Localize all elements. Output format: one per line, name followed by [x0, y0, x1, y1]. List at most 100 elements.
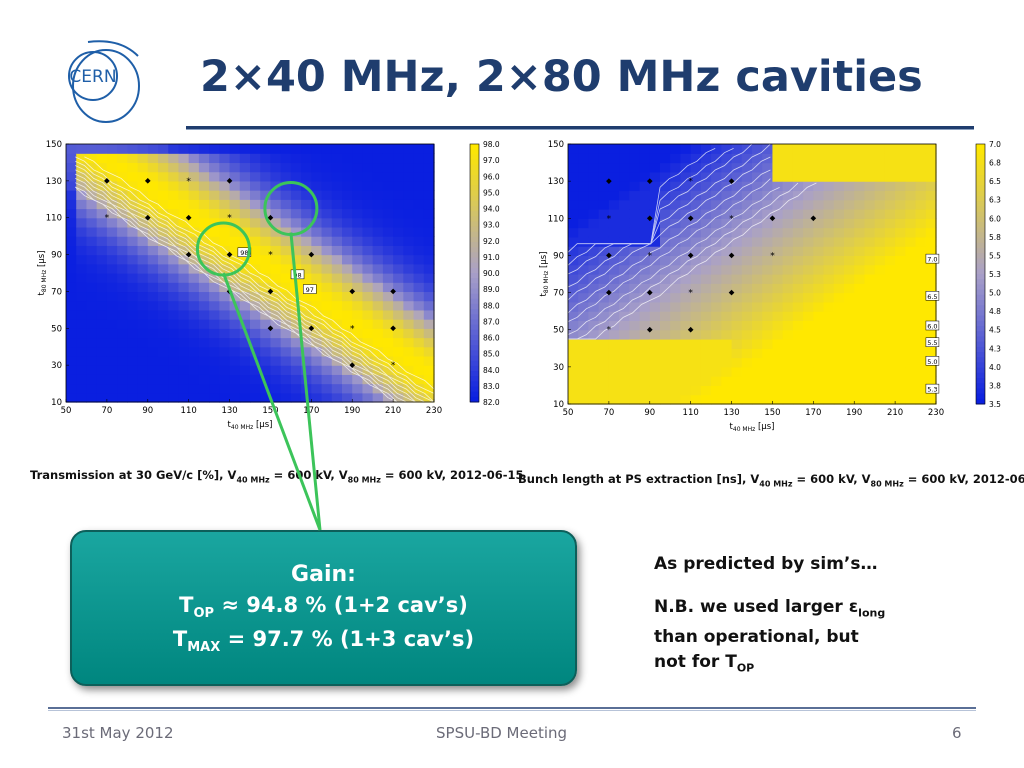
heatmap-cell [598, 255, 610, 266]
colorbar-segment [470, 205, 479, 212]
heatmap-cell [423, 291, 435, 302]
heatmap-cell [127, 254, 139, 265]
heatmap-cell [423, 374, 435, 385]
heatmap-cell [854, 171, 866, 182]
heatmap-cell [393, 144, 404, 154]
heatmap-cell [813, 264, 825, 275]
heatmap-cell [362, 180, 374, 191]
heatmap-cell [864, 144, 876, 154]
colorbar-tick-label: 3.8 [989, 381, 1001, 390]
colorbar-segment [470, 169, 479, 176]
heatmap-cell [833, 292, 845, 303]
heatmap-cell [66, 208, 77, 219]
diamond-marker [226, 251, 233, 258]
heatmap-cell [741, 329, 753, 340]
heatmap-cell [137, 291, 149, 302]
heatmap-cell [413, 153, 425, 164]
heatmap-cell [598, 144, 610, 154]
heatmap-cell [393, 300, 404, 311]
heatmap-cell [731, 144, 743, 154]
heatmap-cell [813, 292, 825, 303]
heatmap-cell [147, 144, 159, 154]
heatmap-cell [854, 190, 866, 201]
colorbar-segment [470, 350, 479, 357]
heatmap-cell [66, 291, 77, 302]
heatmap-cell [844, 376, 855, 387]
heatmap-cell [137, 171, 149, 182]
heatmap-cell [772, 376, 784, 387]
heatmap-cell [423, 273, 435, 283]
heatmap-cell [188, 236, 200, 246]
heatmap-cell [352, 144, 364, 154]
heatmap-cell [670, 329, 682, 340]
colorbar-segment [976, 190, 985, 197]
heatmap-cell [127, 199, 139, 210]
heatmap-cell [721, 199, 733, 210]
heatmap-cell [782, 190, 794, 201]
heatmap-cell [608, 209, 620, 219]
heatmap-cell [403, 226, 415, 237]
heatmap-cell [321, 153, 333, 164]
heatmap-cell [168, 374, 180, 385]
heatmap-cell [813, 209, 825, 219]
heatmap-cell [619, 209, 630, 219]
star-marker: * [729, 214, 734, 224]
heatmap-cell [219, 144, 231, 154]
heatmap-cell [619, 162, 630, 173]
heatmap-cell [639, 357, 651, 368]
colorbar-segment [976, 352, 985, 358]
heatmap-cell [711, 144, 722, 154]
heatmap-cell [198, 273, 210, 283]
heatmap-cell [598, 227, 610, 238]
heatmap-cell [198, 309, 210, 320]
heatmap-cell [731, 329, 743, 340]
heatmap-cell [96, 383, 108, 394]
heatmap-cell [403, 236, 415, 246]
heatmap-cell [229, 208, 241, 219]
heatmap-cell [198, 300, 210, 311]
heatmap-cell [690, 376, 702, 387]
heatmap-cell [352, 162, 364, 173]
heatmap-cell [680, 171, 692, 182]
heatmap-cell [168, 153, 180, 164]
heatmap-cell [649, 209, 661, 219]
heatmap-cell [772, 394, 784, 405]
heatmap-cell [752, 366, 763, 377]
heatmap-cell [895, 218, 906, 229]
heatmap-cell [915, 162, 927, 173]
heatmap-cell [629, 153, 641, 164]
heatmap-cell [413, 273, 425, 283]
heatmap-cell [127, 355, 139, 366]
heatmap-cell [578, 274, 590, 284]
colorbar-segment [470, 252, 479, 259]
heatmap-cell [721, 385, 733, 396]
annotation-box [925, 337, 940, 347]
heatmap-cell [639, 236, 651, 247]
heatmap-cell [342, 282, 353, 293]
heatmap-cell [905, 218, 917, 229]
diamond-marker [810, 215, 817, 222]
heatmap-cell [884, 255, 896, 266]
heatmap-cell [393, 383, 404, 394]
heatmap-cell [608, 357, 620, 368]
heatmap-cell [229, 226, 241, 237]
heatmap-cell [690, 283, 702, 294]
heatmap-cell [711, 283, 722, 294]
colorbar-tick-label: 93.0 [483, 221, 500, 230]
diamond-marker [185, 214, 192, 221]
heatmap-cell [752, 348, 763, 359]
heatmap-cell [864, 190, 876, 201]
heatmap-cell [690, 339, 702, 349]
heatmap-cell [250, 208, 261, 219]
heatmap-cell [321, 282, 333, 293]
heatmap-cell [413, 300, 425, 311]
heatmap-cell [721, 190, 733, 201]
heatmap-cell [925, 283, 937, 294]
x-tick-label: 110 [683, 408, 699, 418]
heatmap-cell [721, 357, 733, 368]
plot-frame [567, 143, 937, 405]
heatmap-cell [578, 199, 590, 210]
heatmap-cell [690, 218, 702, 229]
heatmap-cell [106, 392, 118, 403]
heatmap-cell [321, 392, 333, 403]
